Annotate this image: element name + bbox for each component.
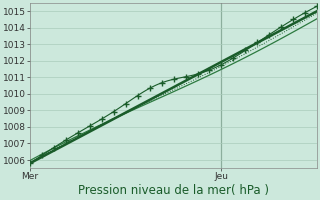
X-axis label: Pression niveau de la mer( hPa ): Pression niveau de la mer( hPa ) — [78, 184, 269, 197]
